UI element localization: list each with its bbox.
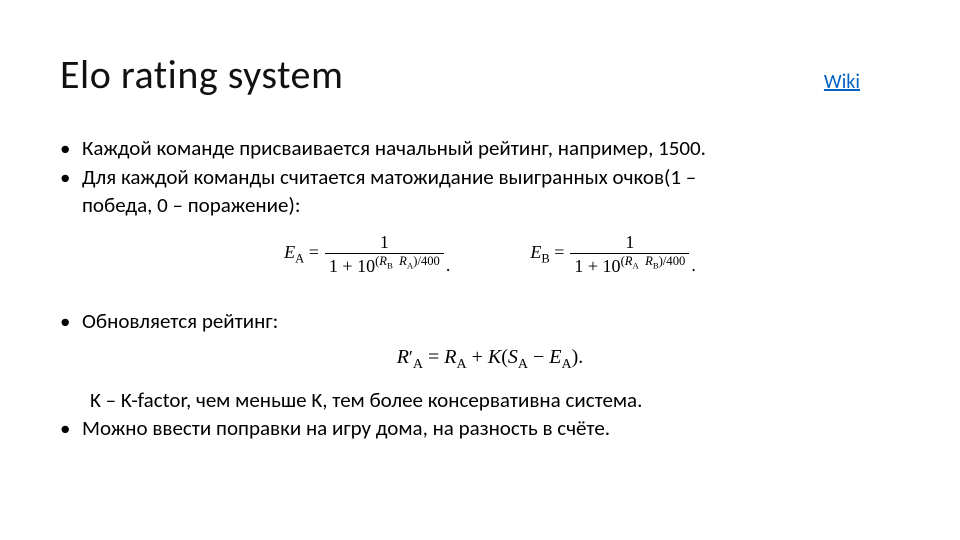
bullet-list-2: Обновляется рейтинг: (60, 308, 920, 335)
formula-update: R′A = RA + K(SA − EA). (60, 346, 920, 373)
bullet-list: Каждой команде присваивается начальный р… (60, 135, 920, 219)
wiki-link[interactable]: Wiki (824, 70, 860, 94)
bullet-3: Обновляется рейтинг: (60, 308, 920, 335)
bullet-list-3: Можно ввести поправки на игру дома, на р… (60, 415, 920, 442)
bullet-2-line1: Для каждой команды считается матожидание… (82, 164, 696, 190)
page-title: Elo rating system (60, 50, 343, 99)
bullet-2-line2: победа, 0 – поражение): (82, 192, 920, 219)
bullet-1: Каждой команде присваивается начальный р… (60, 135, 920, 162)
formula-ea: EA = 1 1 + 10(RB RA)/400 . (284, 233, 450, 277)
formula-row-expectation: EA = 1 1 + 10(RB RA)/400 . EB = 1 1 + 10… (60, 233, 920, 277)
bullet-2: Для каждой команды считается матожидание… (60, 164, 920, 219)
formula-eb: EB = 1 1 + 10(RA RB)/400 . (530, 233, 695, 277)
k-factor-note: K – K-factor, чем меньше K, тем более ко… (60, 387, 920, 413)
bullet-5: Можно ввести поправки на игру дома, на р… (60, 415, 920, 442)
